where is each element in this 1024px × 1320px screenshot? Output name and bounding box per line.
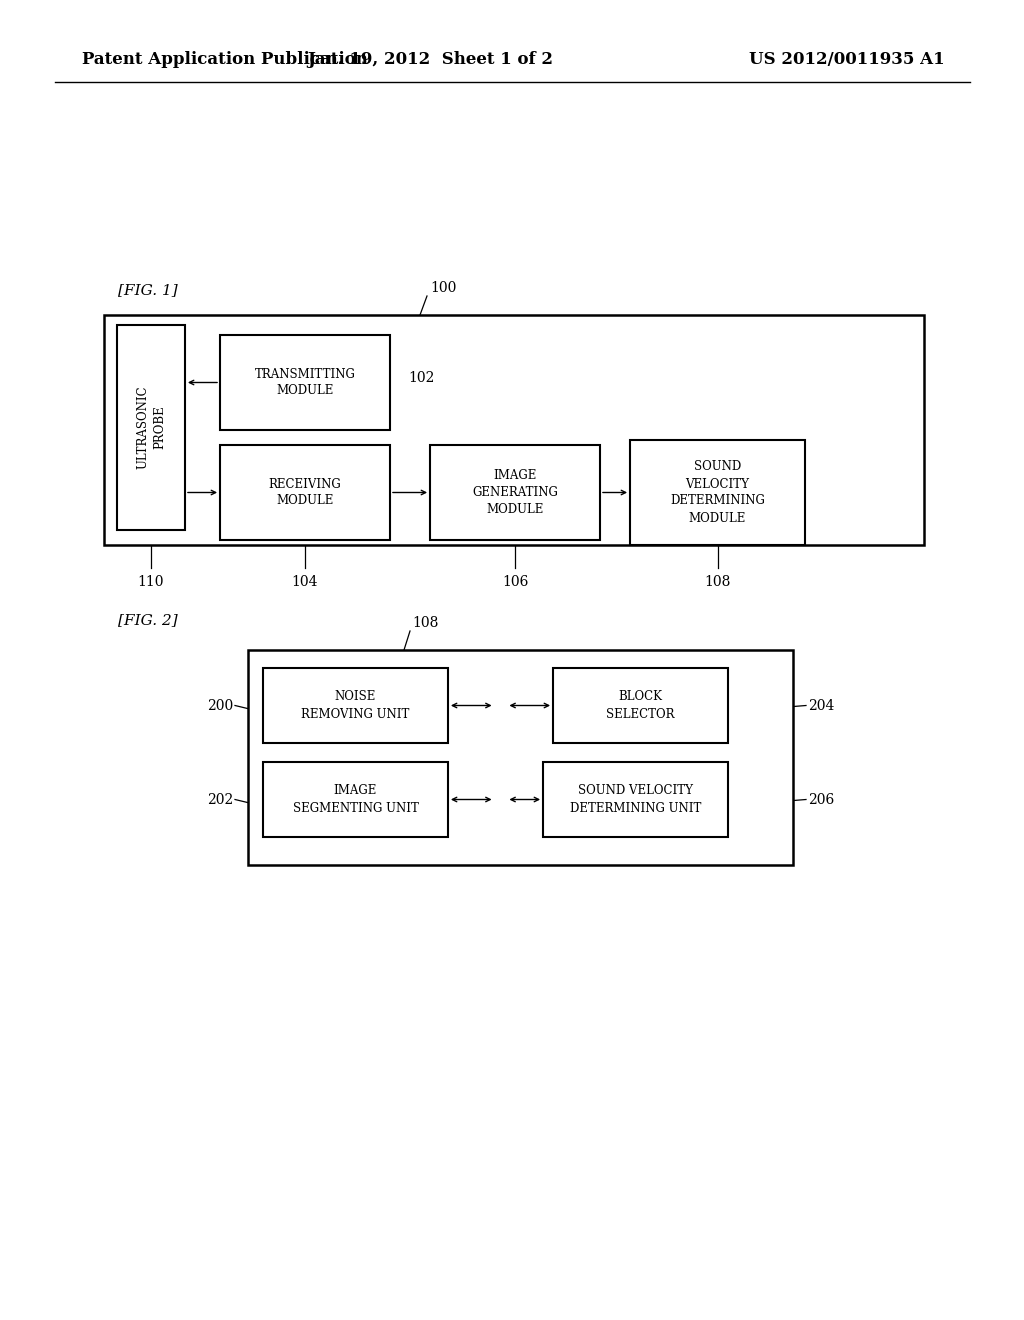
Text: 204: 204 [808,698,835,713]
Text: IMAGE
SEGMENTING UNIT: IMAGE SEGMENTING UNIT [293,784,419,814]
Text: 202: 202 [207,792,233,807]
Text: 110: 110 [138,576,164,589]
Text: Patent Application Publication: Patent Application Publication [82,51,368,69]
Text: IMAGE
GENERATING
MODULE: IMAGE GENERATING MODULE [472,469,558,516]
Text: 106: 106 [502,576,528,589]
Bar [248,649,793,865]
Text: NOISE
REMOVING UNIT: NOISE REMOVING UNIT [301,690,410,721]
Bar [263,668,449,743]
Text: SOUND
VELOCITY
DETERMINING
MODULE: SOUND VELOCITY DETERMINING MODULE [670,461,765,524]
Text: [FIG. 2]: [FIG. 2] [118,612,178,627]
Bar [104,315,924,545]
Bar [263,762,449,837]
Bar [543,762,728,837]
Text: TRANSMITTING
MODULE: TRANSMITTING MODULE [255,367,355,397]
Bar [117,325,185,531]
Text: BLOCK
SELECTOR: BLOCK SELECTOR [606,690,675,721]
Text: US 2012/0011935 A1: US 2012/0011935 A1 [750,51,945,69]
Text: Jan. 19, 2012  Sheet 1 of 2: Jan. 19, 2012 Sheet 1 of 2 [307,51,553,69]
Bar [630,440,805,545]
Text: 200: 200 [207,698,233,713]
Bar [553,668,728,743]
Text: 206: 206 [808,792,835,807]
Text: 100: 100 [430,281,457,294]
Bar [220,445,390,540]
Bar [430,445,600,540]
Bar [220,335,390,430]
Text: RECEIVING
MODULE: RECEIVING MODULE [268,478,341,507]
Text: [FIG. 1]: [FIG. 1] [118,282,178,297]
Text: 104: 104 [292,576,318,589]
Text: 108: 108 [412,616,438,630]
Text: SOUND VELOCITY
DETERMINING UNIT: SOUND VELOCITY DETERMINING UNIT [569,784,701,814]
Text: 102: 102 [408,371,434,384]
Text: 108: 108 [705,576,731,589]
Text: ULTRASONIC
PROBE: ULTRASONIC PROBE [136,385,166,470]
